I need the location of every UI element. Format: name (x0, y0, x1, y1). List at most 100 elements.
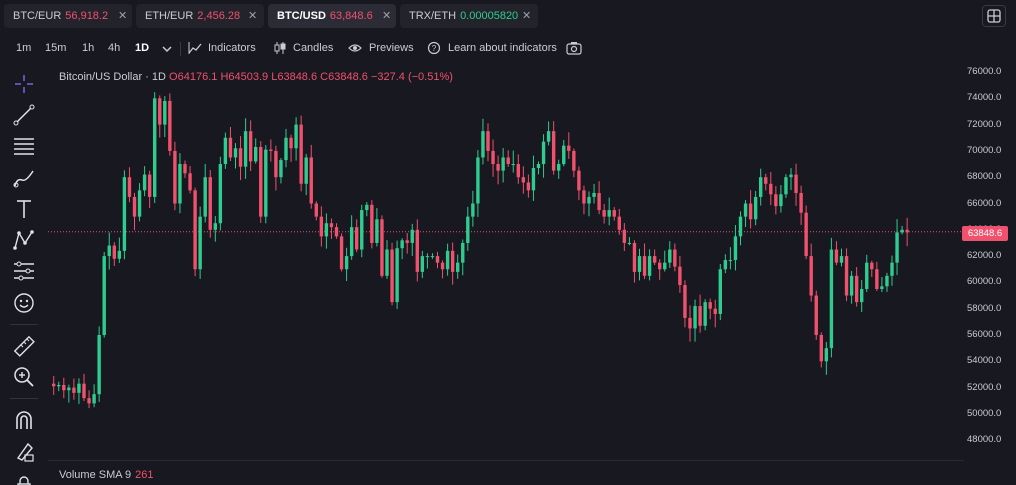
candle-down (875, 269, 879, 289)
candle-up (779, 194, 783, 207)
interval-1d[interactable]: 1D (135, 42, 150, 54)
candle-up (375, 219, 379, 243)
candle-up (420, 256, 425, 272)
candle-up (895, 232, 899, 263)
candle-down (844, 256, 849, 296)
ticker-tab-trx-eth[interactable]: TRX/ETH 0.00005820 ✕ (400, 4, 538, 28)
interval-1h[interactable]: 1h (82, 42, 95, 54)
candle-up (213, 223, 217, 230)
candle-down (774, 194, 778, 207)
candle-up (107, 245, 111, 257)
candle-down (158, 98, 162, 125)
horizontal-lines-icon[interactable] (12, 134, 36, 158)
ticker-tab-eth-eur[interactable]: ETH/EUR 2,456.28 ✕ (136, 4, 264, 28)
interval-15m[interactable]: 15m (45, 42, 67, 54)
legend-interval: 1D (151, 71, 166, 83)
candle-up (627, 242, 632, 244)
candle-down (370, 204, 374, 243)
ticker-symbol: BTC/EUR (13, 10, 62, 22)
previews-button[interactable]: Previews (369, 42, 414, 54)
candle-down (440, 262, 445, 270)
interval-1m[interactable]: 1m (16, 42, 32, 54)
legend-title: Bitcoin/US Dollar (59, 71, 143, 83)
candle-down (814, 295, 818, 335)
pattern-icon[interactable] (12, 228, 36, 252)
candle-up (218, 164, 223, 224)
candle-up (728, 260, 733, 262)
candle-down (854, 275, 859, 303)
ticker-symbol: TRX/ETH (409, 10, 457, 22)
candle-up (178, 164, 182, 204)
chevron-down-icon[interactable] (161, 44, 173, 54)
price-tick-label: 56000.0 (967, 329, 1002, 340)
ticker-tab-btc-usd[interactable]: BTC/USD 63,848.6 ✕ (268, 4, 396, 28)
candle-up (759, 177, 763, 197)
interval-4h[interactable]: 4h (108, 42, 121, 54)
candle-up (647, 256, 652, 276)
candle-down (713, 308, 717, 314)
candle-up (557, 164, 561, 171)
candle-down (804, 212, 808, 257)
lock-drawings-icon[interactable] (12, 440, 36, 464)
price-tick-label: 62000.0 (967, 250, 1002, 262)
close-tab-icon[interactable]: ✕ (118, 10, 128, 22)
forecast-icon[interactable] (12, 259, 36, 283)
close-tab-icon[interactable]: ✕ (382, 10, 392, 22)
candle-down (62, 384, 66, 391)
ticker-tab-btc-eur[interactable]: BTC/EUR 56,918.2 ✕ (4, 4, 132, 28)
candles-group (52, 92, 909, 409)
candle-up (733, 236, 738, 261)
candle-up (693, 306, 697, 329)
candle-up (784, 177, 788, 195)
candle-down (183, 164, 187, 174)
crosshair-icon[interactable] (12, 72, 36, 96)
candle-down (390, 249, 394, 303)
emoji-icon[interactable] (12, 291, 36, 315)
magnet-icon[interactable] (12, 408, 36, 432)
candle-down (486, 131, 490, 151)
candle-down (809, 256, 813, 296)
close-tab-icon[interactable]: ✕ (248, 10, 258, 22)
candle-down (602, 210, 606, 217)
price-tick-label: 70000.0 (967, 144, 1002, 156)
candles-button[interactable]: Candles (293, 42, 334, 54)
candle-down (698, 306, 702, 326)
learn-indicators-link[interactable]: Learn about indicators (448, 42, 557, 54)
ticker-price: 2,456.28 (197, 10, 241, 22)
trend-line-icon[interactable] (12, 103, 36, 127)
candle-up (198, 216, 202, 270)
candle-up (284, 137, 288, 161)
candle-down (147, 174, 152, 197)
candle-down (87, 398, 91, 404)
candle-down (617, 216, 621, 230)
candle-down (516, 164, 520, 178)
candle-down (289, 137, 293, 149)
candle-up (349, 227, 354, 257)
chart-legend: Bitcoin/US Dollar · 1D O64176.1 H64503.9… (59, 71, 453, 83)
indicators-button[interactable]: Indicators (208, 42, 256, 54)
price-chart[interactable] (48, 62, 964, 485)
candle-down (658, 262, 662, 270)
candle-up (531, 167, 536, 191)
drawing-tools-rail (0, 66, 48, 485)
brush-icon[interactable] (12, 166, 36, 190)
candle-down (551, 131, 556, 171)
candle-up (163, 100, 167, 125)
rail-divider (10, 398, 38, 399)
candle-up (849, 275, 854, 296)
candle-down (329, 223, 334, 228)
candle-up (481, 131, 485, 158)
camera-icon[interactable] (566, 41, 582, 55)
lock-icon[interactable] (12, 471, 36, 485)
candle-up (703, 302, 707, 326)
candle-up (668, 249, 672, 263)
close-tab-icon[interactable]: ✕ (522, 10, 532, 22)
candle-down (82, 383, 86, 399)
text-tool-icon[interactable] (12, 197, 36, 221)
layout-grid-button[interactable] (982, 5, 1006, 27)
candle-down (577, 170, 581, 191)
ruler-icon[interactable] (12, 334, 36, 358)
zoom-in-icon[interactable] (12, 365, 36, 389)
candle-up (279, 160, 283, 178)
candle-up (445, 250, 450, 270)
